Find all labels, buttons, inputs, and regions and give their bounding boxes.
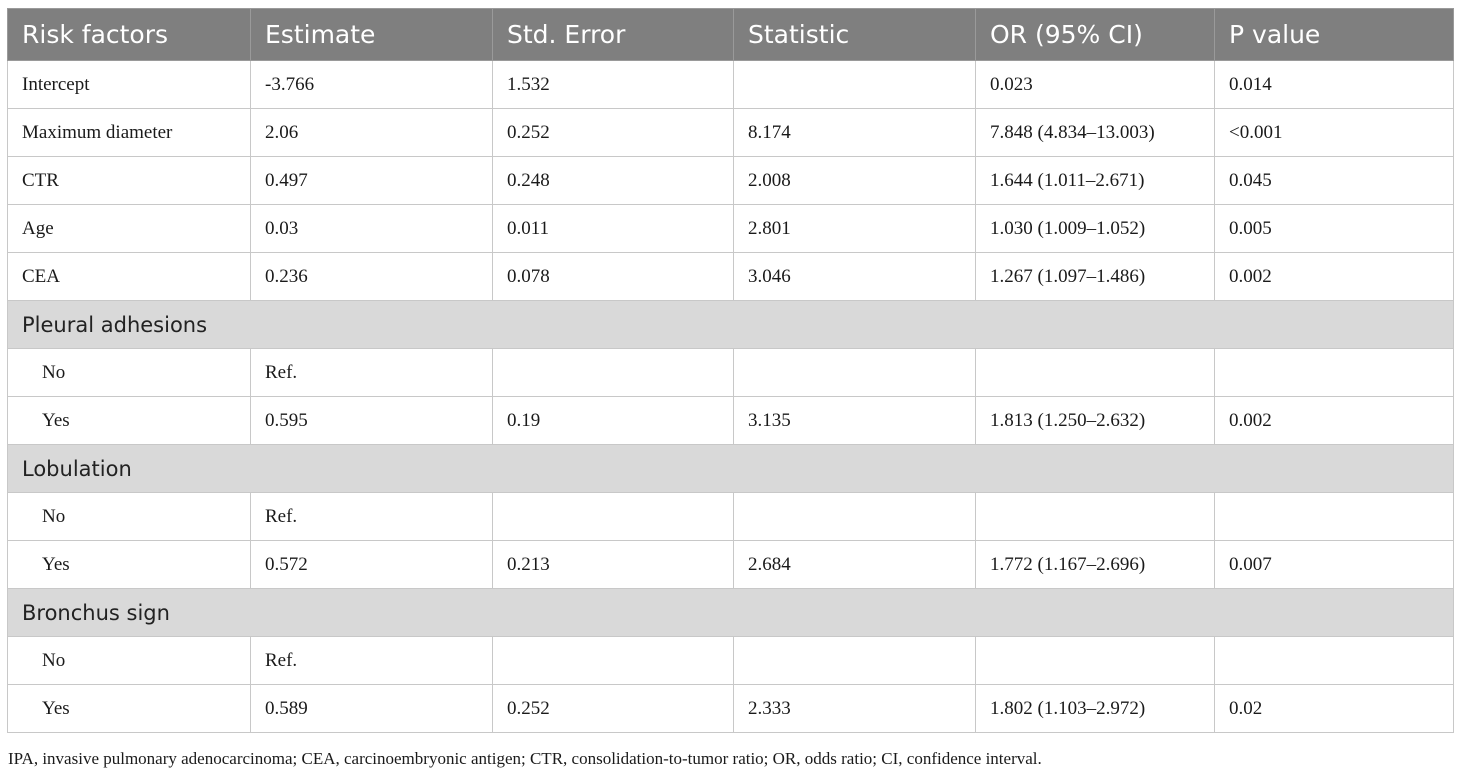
cell-estimate: 0.589: [250, 684, 493, 733]
cell-statistic: 2.684: [733, 540, 976, 589]
cell-statistic: 8.174: [733, 108, 976, 157]
table-row: No Ref.: [7, 492, 1454, 541]
cell-risk-factor: Age: [7, 204, 251, 253]
cell-std-error: [492, 348, 734, 397]
cell-or-ci: [975, 492, 1215, 541]
cell-p-value: 0.007: [1214, 540, 1454, 589]
header-estimate: Estimate: [250, 8, 493, 61]
cell-risk-factor: No: [7, 492, 251, 541]
cell-statistic: 3.046: [733, 252, 976, 301]
cell-or-ci: 0.023: [975, 60, 1215, 109]
cell-or-ci: 1.644 (1.011–2.671): [975, 156, 1215, 205]
section-label: Pleural adhesions: [7, 300, 1454, 349]
cell-or-ci: 7.848 (4.834–13.003): [975, 108, 1215, 157]
cell-estimate: -3.766: [250, 60, 493, 109]
cell-or-ci: [975, 636, 1215, 685]
cell-risk-factor: Yes: [7, 540, 251, 589]
table-row: CTR 0.497 0.248 2.008 1.644 (1.011–2.671) 0.0…: [7, 156, 1454, 205]
cell-estimate: 0.595: [250, 396, 493, 445]
cell-p-value: 0.005: [1214, 204, 1454, 253]
table-row: Yes 0.589 0.252 2.333 1.802 (1.103–2.972) 0.0…: [7, 684, 1454, 733]
cell-p-value: 0.002: [1214, 396, 1454, 445]
cell-std-error: [492, 492, 734, 541]
cell-std-error: 0.252: [492, 684, 734, 733]
cell-statistic: 2.008: [733, 156, 976, 205]
header-or-ci: OR (95% CI): [975, 8, 1215, 61]
table-row: CEA 0.236 0.078 3.046 1.267 (1.097–1.486) 0.0…: [7, 252, 1454, 301]
cell-or-ci: [975, 348, 1215, 397]
cell-or-ci: 1.030 (1.009–1.052): [975, 204, 1215, 253]
cell-risk-factor: CTR: [7, 156, 251, 205]
cell-estimate: 0.03: [250, 204, 493, 253]
cell-std-error: 0.011: [492, 204, 734, 253]
cell-std-error: 0.252: [492, 108, 734, 157]
cell-p-value: 0.014: [1214, 60, 1454, 109]
cell-statistic: 3.135: [733, 396, 976, 445]
section-row: Lobulation: [7, 444, 1454, 493]
cell-estimate: 0.497: [250, 156, 493, 205]
header-p-value: P value: [1214, 8, 1454, 61]
table-header: Risk factors Estimate Std. Error Statist…: [7, 8, 1454, 61]
cell-std-error: 0.248: [492, 156, 734, 205]
regression-table-container: Risk factors Estimate Std. Error Statist…: [7, 8, 1454, 733]
table-row: Yes 0.595 0.19 3.135 1.813 (1.250–2.632) 0.00…: [7, 396, 1454, 445]
cell-std-error: [492, 636, 734, 685]
cell-estimate: Ref.: [250, 636, 493, 685]
header-risk-factors: Risk factors: [7, 8, 251, 61]
cell-statistic: 2.801: [733, 204, 976, 253]
cell-estimate: Ref.: [250, 492, 493, 541]
cell-estimate: 0.572: [250, 540, 493, 589]
table-body: Intercept -3.766 1.532 0.023 0.014 Maximum di…: [7, 60, 1454, 733]
table-footnote: IPA, invasive pulmonary adenocarcinoma; …: [8, 749, 1042, 768]
regression-table: Risk factors Estimate Std. Error Statist…: [7, 8, 1454, 733]
table-row: Age 0.03 0.011 2.801 1.030 (1.009–1.052) 0.00…: [7, 204, 1454, 253]
cell-p-value: 0.002: [1214, 252, 1454, 301]
cell-p-value: 0.045: [1214, 156, 1454, 205]
cell-risk-factor: Yes: [7, 396, 251, 445]
table-row: Yes 0.572 0.213 2.684 1.772 (1.167–2.696) 0.0…: [7, 540, 1454, 589]
cell-risk-factor: No: [7, 636, 251, 685]
cell-p-value: 0.02: [1214, 684, 1454, 733]
cell-p-value: [1214, 636, 1454, 685]
cell-std-error: 0.213: [492, 540, 734, 589]
cell-risk-factor: No: [7, 348, 251, 397]
cell-statistic: 2.333: [733, 684, 976, 733]
cell-statistic: [733, 60, 976, 109]
cell-std-error: 0.078: [492, 252, 734, 301]
table-row: No Ref.: [7, 348, 1454, 397]
cell-or-ci: 1.772 (1.167–2.696): [975, 540, 1215, 589]
cell-or-ci: 1.802 (1.103–2.972): [975, 684, 1215, 733]
cell-risk-factor: Maximum diameter: [7, 108, 251, 157]
table-row: Maximum diameter 2.06 0.252 8.174 7.848 (4.8…: [7, 108, 1454, 157]
cell-statistic: [733, 348, 976, 397]
cell-std-error: 1.532: [492, 60, 734, 109]
cell-risk-factor: Yes: [7, 684, 251, 733]
header-statistic: Statistic: [733, 8, 976, 61]
table-row: No Ref.: [7, 636, 1454, 685]
cell-estimate: Ref.: [250, 348, 493, 397]
cell-p-value: [1214, 492, 1454, 541]
header-row: Risk factors Estimate Std. Error Statist…: [7, 8, 1454, 61]
header-std-error: Std. Error: [492, 8, 734, 61]
cell-risk-factor: CEA: [7, 252, 251, 301]
section-label: Bronchus sign: [7, 588, 1454, 637]
cell-p-value: <0.001: [1214, 108, 1454, 157]
cell-estimate: 0.236: [250, 252, 493, 301]
cell-statistic: [733, 492, 976, 541]
section-row: Pleural adhesions: [7, 300, 1454, 349]
cell-estimate: 2.06: [250, 108, 493, 157]
table-row: Intercept -3.766 1.532 0.023 0.014: [7, 60, 1454, 109]
cell-or-ci: 1.267 (1.097–1.486): [975, 252, 1215, 301]
cell-statistic: [733, 636, 976, 685]
section-row: Bronchus sign: [7, 588, 1454, 637]
cell-p-value: [1214, 348, 1454, 397]
cell-std-error: 0.19: [492, 396, 734, 445]
cell-or-ci: 1.813 (1.250–2.632): [975, 396, 1215, 445]
section-label: Lobulation: [7, 444, 1454, 493]
cell-risk-factor: Intercept: [7, 60, 251, 109]
